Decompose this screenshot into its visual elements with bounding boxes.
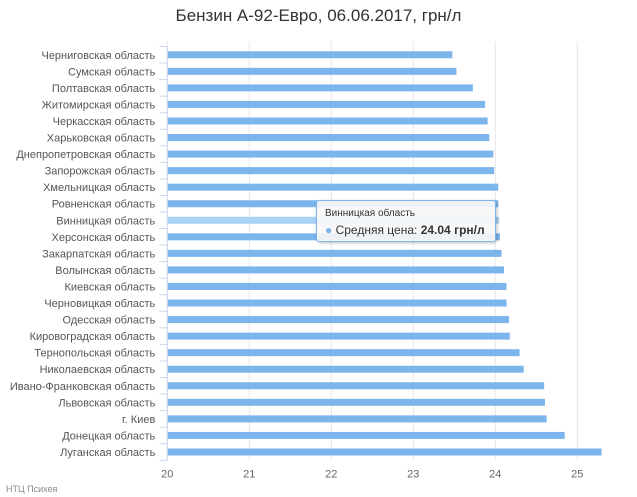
y-category-label: Черниговская область [41,50,155,62]
bar [167,134,490,142]
tooltip: Винницкая область ● Средняя цена: 24.04 … [316,200,496,242]
y-category-label: Волынская область [55,265,155,277]
x-tick-label: 20 [161,468,173,480]
y-category-label: Полтавская область [52,83,156,95]
y-category-label: Житомирская область [42,99,156,111]
bar [167,167,495,175]
bar [167,382,545,390]
bar [167,349,520,357]
bar [167,431,565,439]
bar [167,249,502,257]
tooltip-value: 24.04 грн/л [420,223,485,237]
bar [167,448,602,456]
chart-title: Бензин А-92-Евро, 06.06.2017, грн/л [175,6,462,25]
bar [167,100,486,108]
y-category-label: Херсонская область [51,232,155,244]
y-category-label: Николаевская область [40,364,156,376]
credit-link[interactable]: НТЦ Психея [6,484,58,494]
tooltip-category: Винницкая область [325,208,415,219]
y-category-label: Львовская область [58,397,155,409]
bar [167,332,510,340]
bar [167,316,509,324]
y-category-label: Кировоградская область [30,331,156,343]
y-category-label: Киевская область [64,281,155,293]
y-category-label: Луганская область [60,447,155,459]
bar [167,84,473,92]
tooltip-value-line: ● Средняя цена: 24.04 грн/л [325,223,485,237]
x-tick-label: 21 [243,468,255,480]
y-category-label: Сумская область [68,66,156,78]
y-category-label: Тернопольская область [34,348,155,360]
bar [167,415,547,423]
y-category-label: Одесская область [63,315,156,327]
x-tick-label: 24 [489,468,501,480]
bar [167,183,499,191]
y-category-label: Винницкая область [56,215,155,227]
x-tick-label: 25 [571,468,583,480]
x-tick-label: 22 [325,468,337,480]
x-tick-label: 23 [407,468,419,480]
bar [167,150,494,158]
bar [167,365,524,373]
y-category-label: Черновицкая область [44,298,155,310]
y-category-label: Ровненская область [52,199,156,211]
bar [167,398,546,406]
bar [167,51,453,59]
bar [167,282,507,290]
bar [167,67,457,75]
bar [167,266,505,274]
y-category-label: Закарпатская область [42,248,155,260]
y-category-label: Хмельницкая область [43,182,156,194]
y-category-label: Черкасская область [53,116,156,128]
y-category-label: г. Киев [122,414,155,426]
bar [167,117,488,125]
tooltip-series: Средняя цена: [335,223,418,237]
y-category-label: Донецкая область [62,430,155,442]
bar [167,299,507,307]
y-category-label: Ивано-Франковская область [10,381,156,393]
series-dot-icon: ● [325,223,333,237]
y-category-label: Запорожская область [45,166,156,178]
y-category-label: Харьковская область [47,133,156,145]
y-category-label: Днепропетровская область [16,149,155,161]
